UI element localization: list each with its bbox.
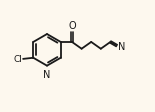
Text: N: N bbox=[43, 69, 51, 79]
Text: N: N bbox=[118, 41, 125, 51]
Text: Cl: Cl bbox=[14, 55, 23, 64]
Text: O: O bbox=[68, 21, 76, 31]
